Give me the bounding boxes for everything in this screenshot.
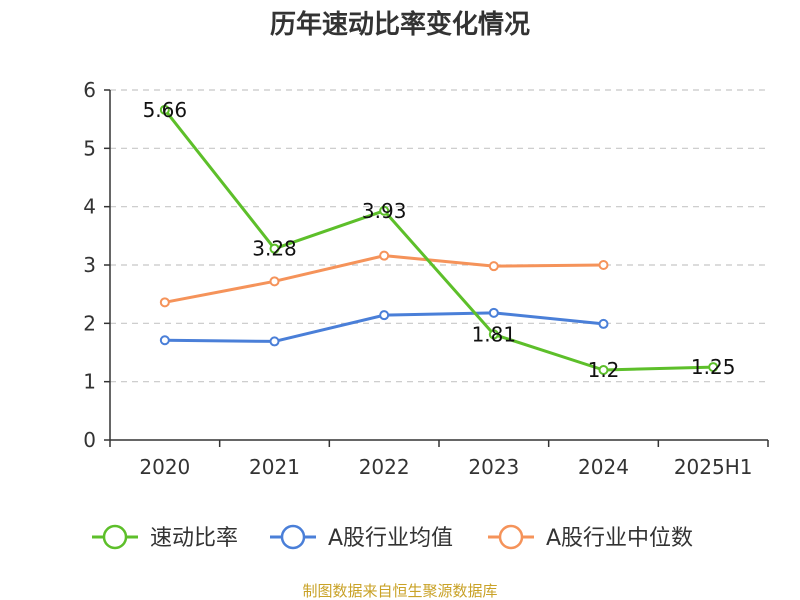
data-label: 1.81 xyxy=(472,322,517,346)
data-label: 1.25 xyxy=(691,355,736,379)
data-point xyxy=(708,362,719,373)
source-note: 制图数据来自恒生聚源数据库 xyxy=(302,582,497,600)
legend-label: A股行业中位数 xyxy=(546,526,693,551)
legend-marker xyxy=(280,524,306,550)
data-point xyxy=(269,336,280,347)
data-point xyxy=(269,243,280,254)
chart-title: 历年速动比率变化情况 xyxy=(270,9,530,40)
x-tick-label: 2020 xyxy=(139,455,190,479)
legend-label: A股行业均值 xyxy=(328,526,453,551)
data-point xyxy=(159,335,170,346)
legend-label: 速动比率 xyxy=(150,526,238,551)
data-label: 5.66 xyxy=(143,98,188,122)
data-labels: 5.66 3.28 3.93 1.81 1.2 1.25 xyxy=(143,98,736,382)
series-layer xyxy=(159,104,719,375)
y-tick-label: 3 xyxy=(83,253,96,277)
data-point xyxy=(269,276,280,287)
data-point xyxy=(488,329,499,340)
data-label: 3.93 xyxy=(362,199,407,223)
x-tick-label: 2023 xyxy=(468,455,519,479)
data-point xyxy=(379,205,390,216)
data-label: 3.28 xyxy=(252,237,297,261)
grid xyxy=(110,89,768,383)
data-point xyxy=(598,365,609,375)
data-point xyxy=(379,310,390,321)
legend-marker xyxy=(498,524,524,550)
data-point xyxy=(159,297,170,308)
y-tick-label: 1 xyxy=(83,370,96,394)
series-line-2 xyxy=(163,254,605,304)
data-point xyxy=(488,261,499,272)
data-label: 1.2 xyxy=(588,358,620,382)
x-tick-label: 2021 xyxy=(249,455,300,479)
x-tick-label: 2022 xyxy=(359,455,410,479)
legend-marker xyxy=(102,524,128,550)
data-point xyxy=(598,260,609,270)
y-tick-label: 6 xyxy=(83,78,96,102)
data-point xyxy=(598,318,609,329)
legend: 速动比率 A股行业均值 A股行业中位数 xyxy=(92,524,693,551)
data-point xyxy=(488,307,499,318)
data-point xyxy=(379,250,390,261)
x-tick-label: 2024 xyxy=(578,455,629,479)
y-tick-label: 5 xyxy=(83,136,96,160)
axes: 0 1 2 3 4 5 6 2020 2021 2022 2023 2024 2025H1 xyxy=(83,78,769,479)
y-tick-label: 0 xyxy=(83,428,96,452)
data-point xyxy=(159,104,170,115)
x-tick-label: 2025H1 xyxy=(674,455,753,479)
y-tick-label: 2 xyxy=(83,311,96,335)
series-line-0 xyxy=(163,108,715,372)
y-tick-label: 4 xyxy=(83,195,96,219)
